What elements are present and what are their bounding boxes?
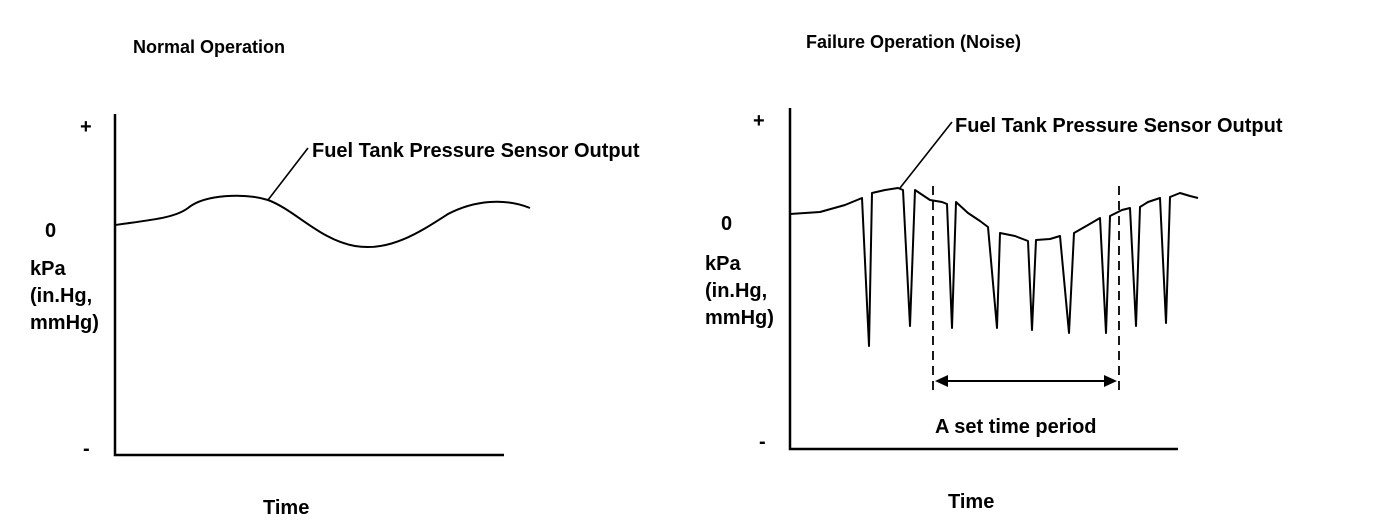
y-axis-unit-inhg: (in.Hg,: [30, 285, 92, 307]
y-axis-minus-label: -: [83, 438, 90, 460]
normal-sensor-output-curve: [114, 194, 531, 249]
period-arrow-right-head: [1104, 375, 1117, 387]
y-axis-unit-inhg: (in.Hg,: [705, 280, 767, 302]
y-axis-zero-label: 0: [721, 213, 732, 235]
y-axis-unit-kpa: kPa: [30, 258, 66, 280]
y-axis-zero-label: 0: [45, 220, 56, 242]
y-axis-unit-mmhg: mmHg): [30, 312, 99, 334]
normal-x-axis-label: Time: [263, 497, 309, 519]
y-axis-plus-label: +: [753, 110, 765, 132]
set-time-period-label: A set time period: [935, 416, 1097, 438]
y-axis-minus-label: -: [759, 431, 766, 453]
normal-curve-leader-line: [267, 147, 309, 201]
y-axis-unit-kpa: kPa: [705, 253, 741, 275]
failure-curve-label: Fuel Tank Pressure Sensor Output: [955, 115, 1283, 137]
failure-x-axis-label: Time: [948, 491, 994, 513]
failure-sensor-output-curve: [789, 187, 1199, 347]
failure-curve-leader-line: [899, 121, 953, 189]
normal-operation-panel: Normal Operation + 0 kPa (in.Hg, mmHg) -…: [30, 37, 640, 519]
normal-curve-label: Fuel Tank Pressure Sensor Output: [312, 140, 640, 162]
normal-axes: [113, 114, 504, 457]
failure-operation-title: Failure Operation (Noise): [806, 32, 1021, 52]
normal-operation-title: Normal Operation: [133, 37, 285, 57]
y-axis-plus-label: +: [80, 116, 92, 138]
failure-operation-panel: Failure Operation (Noise) + 0 kPa (in.Hg…: [705, 32, 1283, 513]
failure-axes: [788, 108, 1178, 451]
y-axis-unit-mmhg: mmHg): [705, 307, 774, 329]
period-arrow-left-head: [935, 375, 948, 387]
